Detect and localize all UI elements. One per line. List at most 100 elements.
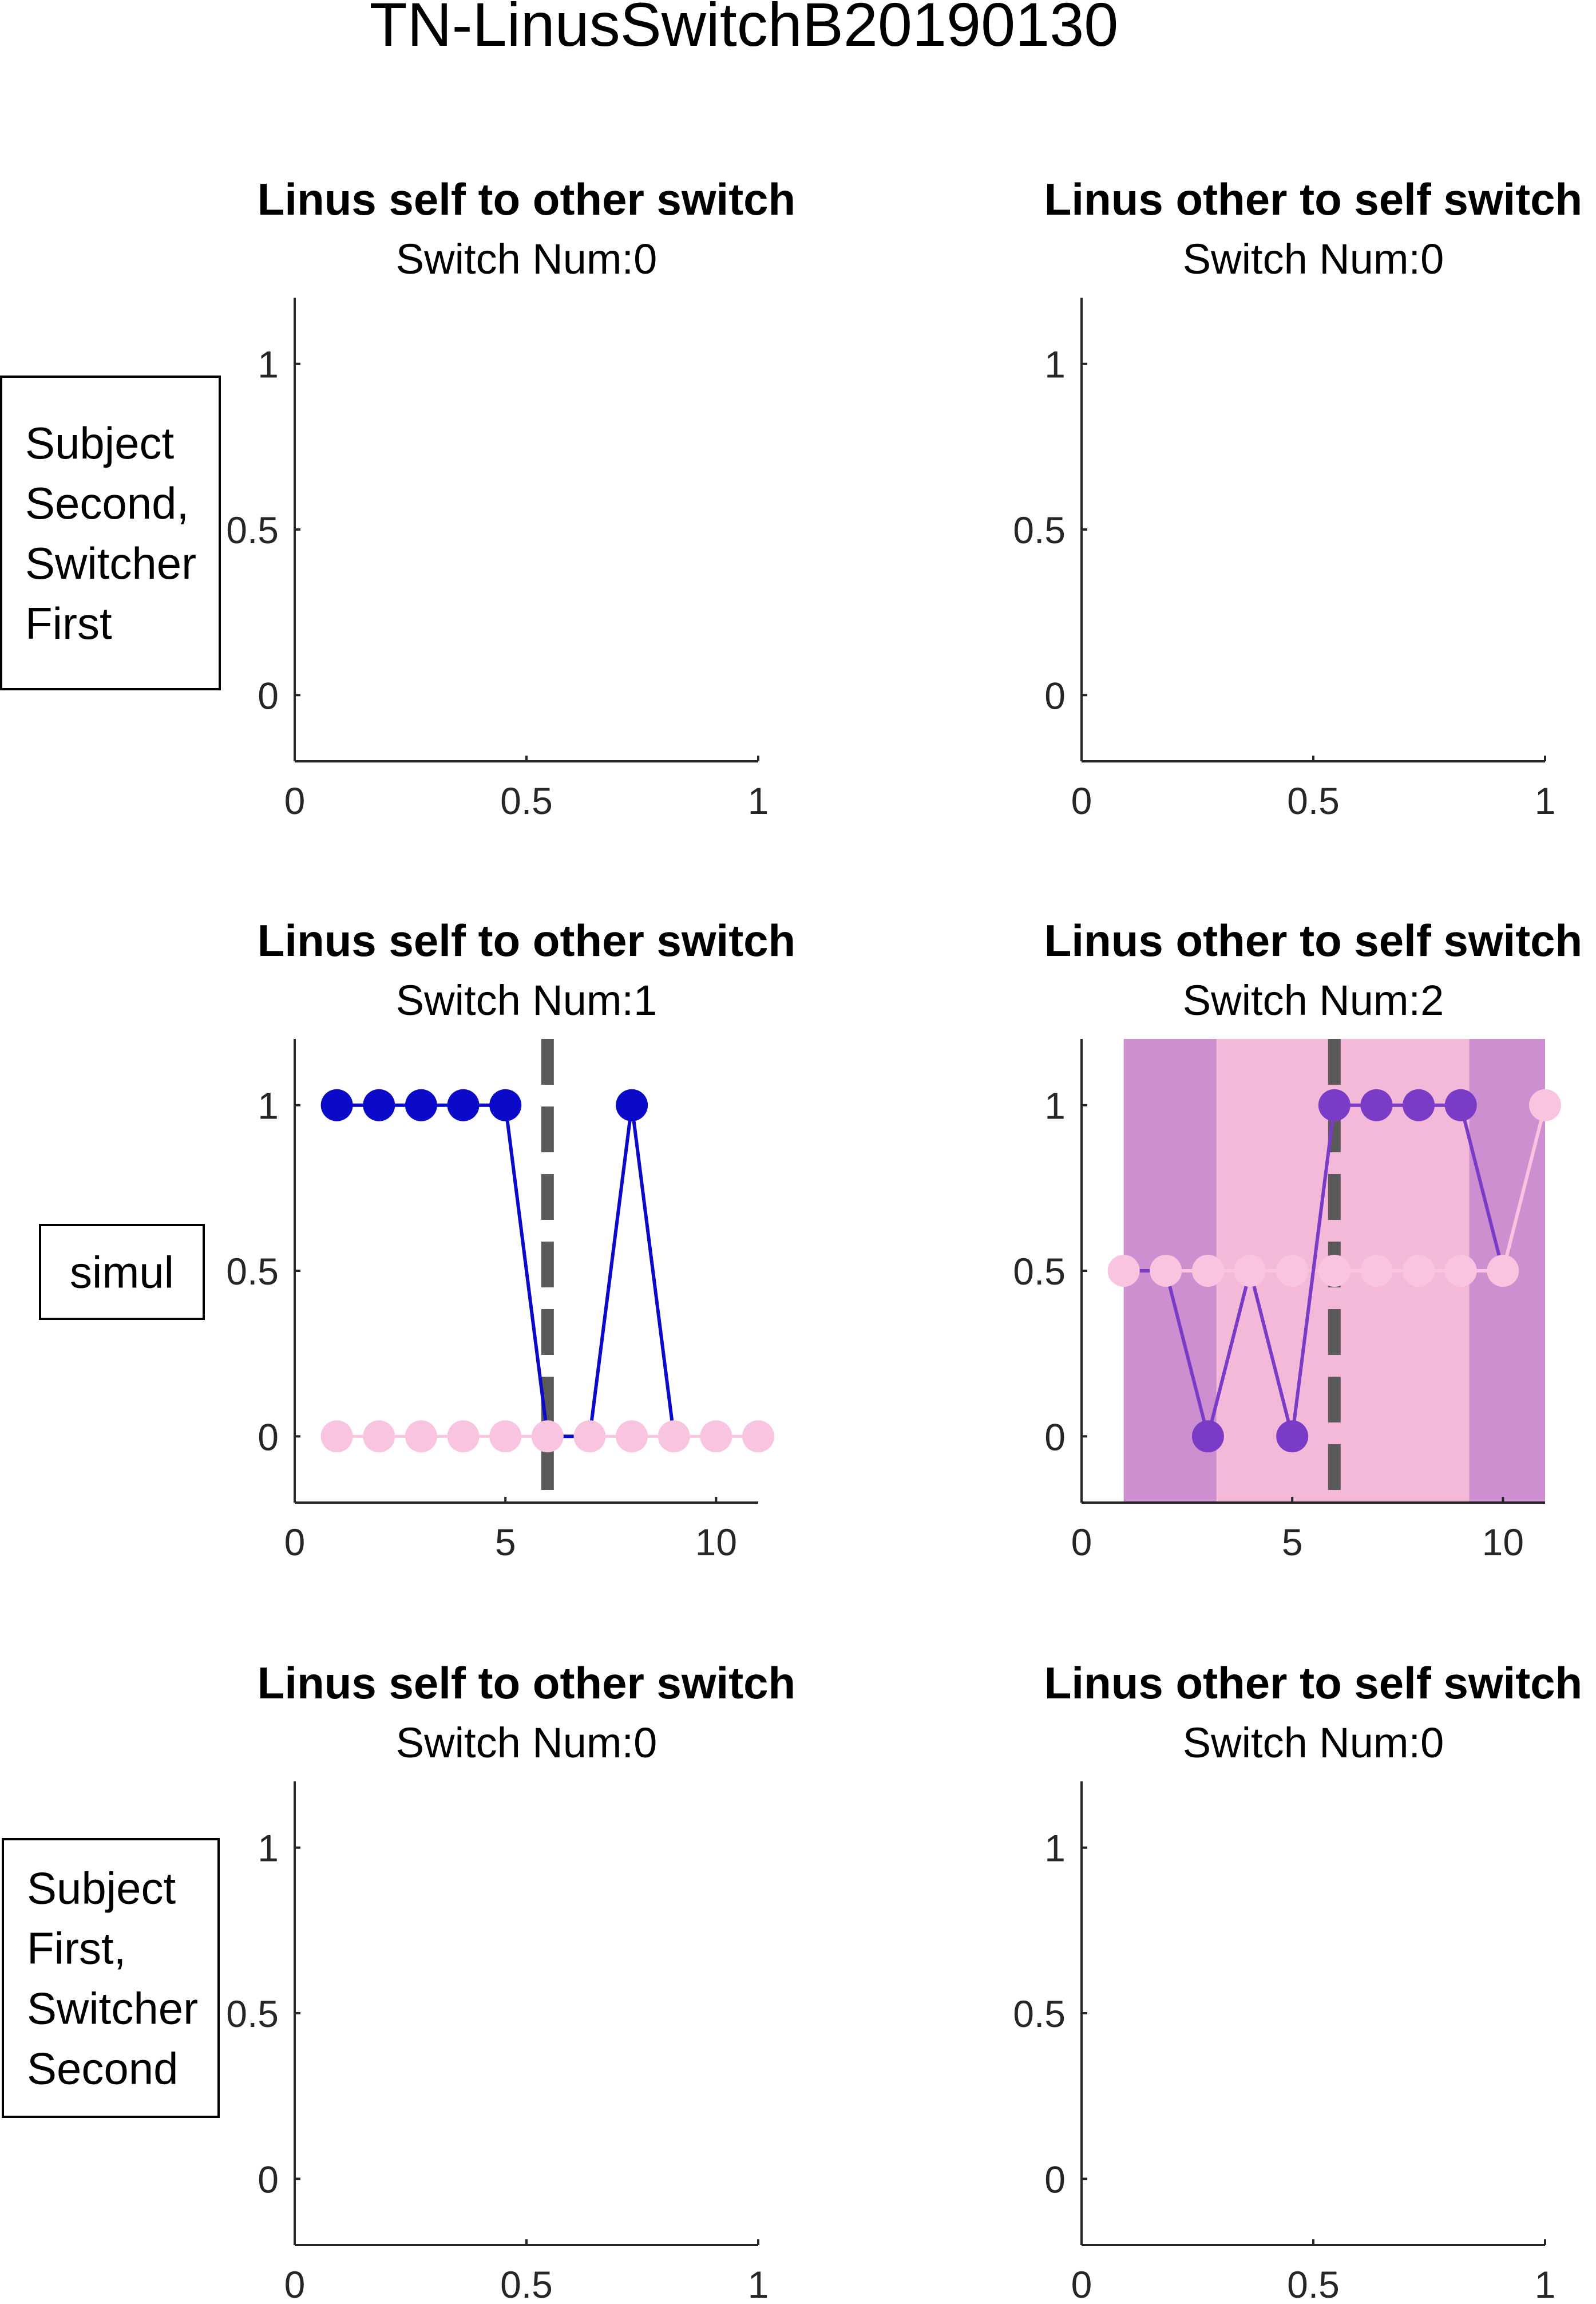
data-point <box>447 1420 480 1453</box>
panel-subtitle: Switch Num:0 <box>1183 1719 1444 1766</box>
series-line-2 <box>336 1103 676 1438</box>
panel-subtitle: Switch Num:1 <box>396 977 657 1024</box>
x-tick-label: 0 <box>1071 780 1092 822</box>
x-tick-label: 1 <box>1535 2263 1556 2304</box>
panel-subtitle: Switch Num:2 <box>1183 977 1444 1024</box>
y-tick-label: 1 <box>1044 343 1066 386</box>
x-tick-label: 0.5 <box>500 780 553 822</box>
data-point <box>1234 1255 1266 1287</box>
y-tick-label: 1 <box>1044 1827 1066 1870</box>
panel-subtitle: Switch Num:0 <box>396 1719 657 1766</box>
panel-title: Linus self to other switch <box>258 915 795 966</box>
data-point <box>658 1420 690 1453</box>
y-tick-label: 0.5 <box>226 1993 279 2035</box>
x-tick-label: 0.5 <box>1287 2263 1340 2304</box>
data-point <box>405 1420 437 1453</box>
data-point <box>320 1089 353 1121</box>
row-label-text: simul <box>70 1247 174 1298</box>
data-point <box>1191 1255 1224 1287</box>
row-label-text: Switcher <box>27 1983 198 2034</box>
y-tick-label: 0 <box>1044 1416 1066 1458</box>
x-tick-label: 0.5 <box>500 2263 553 2304</box>
data-point <box>1360 1255 1393 1287</box>
row-label-text: Switcher <box>25 538 196 588</box>
panel-title: Linus other to self switch <box>1044 174 1582 224</box>
y-tick-label: 0 <box>258 1416 279 1458</box>
y-tick-label: 0 <box>258 674 279 717</box>
series-line-2 <box>1123 1103 1505 1437</box>
data-point <box>405 1089 437 1121</box>
data-point <box>616 1089 648 1121</box>
data-point <box>363 1089 395 1121</box>
y-tick-label: 1 <box>258 1827 279 1870</box>
panel-title: Linus other to self switch <box>1044 915 1582 966</box>
row-label-text: Second <box>27 2044 179 2094</box>
y-tick-label: 0.5 <box>1013 1250 1066 1293</box>
data-point <box>616 1420 648 1453</box>
row-label-frame <box>0 376 221 690</box>
data-point <box>531 1420 564 1453</box>
chart-panel-1: Linus self to other switch Switch Num:0 0 0… <box>226 174 795 822</box>
chart-panel-2: Linus other to self switch Switch Num:0 0 0… <box>1013 174 1582 822</box>
x-tick-label: 0.5 <box>1287 780 1340 822</box>
data-point <box>1318 1089 1351 1121</box>
data-point <box>1276 1255 1309 1287</box>
row-label-frame <box>2 1838 220 2118</box>
y-tick-label: 0 <box>1044 674 1066 717</box>
chart-panel-3: Linus self to other switch Switch Num:1 0 5… <box>226 915 795 1563</box>
x-tick-label: 1 <box>1535 780 1556 822</box>
chart-panel-4: Linus other to self switch Switch Num:2 0 5… <box>1013 915 1582 1563</box>
row-label-box-1: Subject Second, Switcher First <box>0 376 221 690</box>
data-point <box>1403 1089 1435 1121</box>
data-point <box>1444 1255 1477 1287</box>
data-point <box>1318 1255 1351 1287</box>
data-point <box>1150 1255 1182 1287</box>
data-point <box>1403 1255 1435 1287</box>
data-point <box>742 1420 774 1453</box>
panel-title: Linus self to other switch <box>258 174 795 224</box>
x-tick-label: 5 <box>495 1521 516 1563</box>
x-tick-label: 0 <box>1071 1521 1092 1563</box>
row-label-text: Subject <box>27 1863 176 1914</box>
x-tick-label: 1 <box>748 2263 769 2304</box>
panel-subtitle: Switch Num:0 <box>396 235 657 283</box>
data-point <box>1487 1255 1519 1287</box>
x-tick-label: 0 <box>1071 2263 1092 2304</box>
x-tick-label: 0 <box>284 780 306 822</box>
panel-subtitle: Switch Num:0 <box>1183 235 1444 283</box>
row-label-text: Second, <box>25 478 189 528</box>
row-label-frame <box>39 1224 205 1320</box>
x-tick-label: 1 <box>748 780 769 822</box>
panel-title: Linus self to other switch <box>258 1658 795 1708</box>
row-label-text: First <box>25 598 112 649</box>
y-tick-label: 1 <box>258 343 279 386</box>
data-point <box>320 1420 353 1453</box>
figure-title: TN-LinusSwitchB20190130 <box>370 0 1119 59</box>
row-label-text: Subject <box>25 418 174 468</box>
x-tick-label: 10 <box>695 1521 737 1563</box>
y-tick-label: 1 <box>258 1085 279 1127</box>
row-labels: Subject Second, Switcher First simul Subject F… <box>0 376 221 2118</box>
x-tick-label: 10 <box>1482 1521 1524 1563</box>
data-point <box>1444 1089 1477 1121</box>
data-point <box>489 1420 522 1453</box>
data-point <box>1107 1255 1140 1287</box>
row-label-box-3: Subject First, Switcher Second <box>2 1838 220 2118</box>
row-label-box-2: simul <box>39 1224 205 1320</box>
panel-title: Linus other to self switch <box>1044 1658 1582 1708</box>
data-point <box>1276 1420 1309 1453</box>
y-tick-label: 0.5 <box>226 1250 279 1293</box>
y-tick-label: 0.5 <box>1013 1993 1066 2035</box>
x-tick-label: 0 <box>284 2263 306 2304</box>
data-point <box>573 1420 606 1453</box>
x-tick-label: 0 <box>284 1521 306 1563</box>
panels: Linus self to other switch Switch Num:0 0 0… <box>226 174 1582 2304</box>
data-point <box>447 1089 480 1121</box>
chart-panel-5: Linus self to other switch Switch Num:0 0 0… <box>226 1658 795 2304</box>
data-point <box>1529 1089 1561 1121</box>
y-tick-label: 0 <box>1044 2158 1066 2200</box>
data-point <box>363 1420 395 1453</box>
data-point <box>700 1420 732 1453</box>
data-point <box>1360 1089 1393 1121</box>
